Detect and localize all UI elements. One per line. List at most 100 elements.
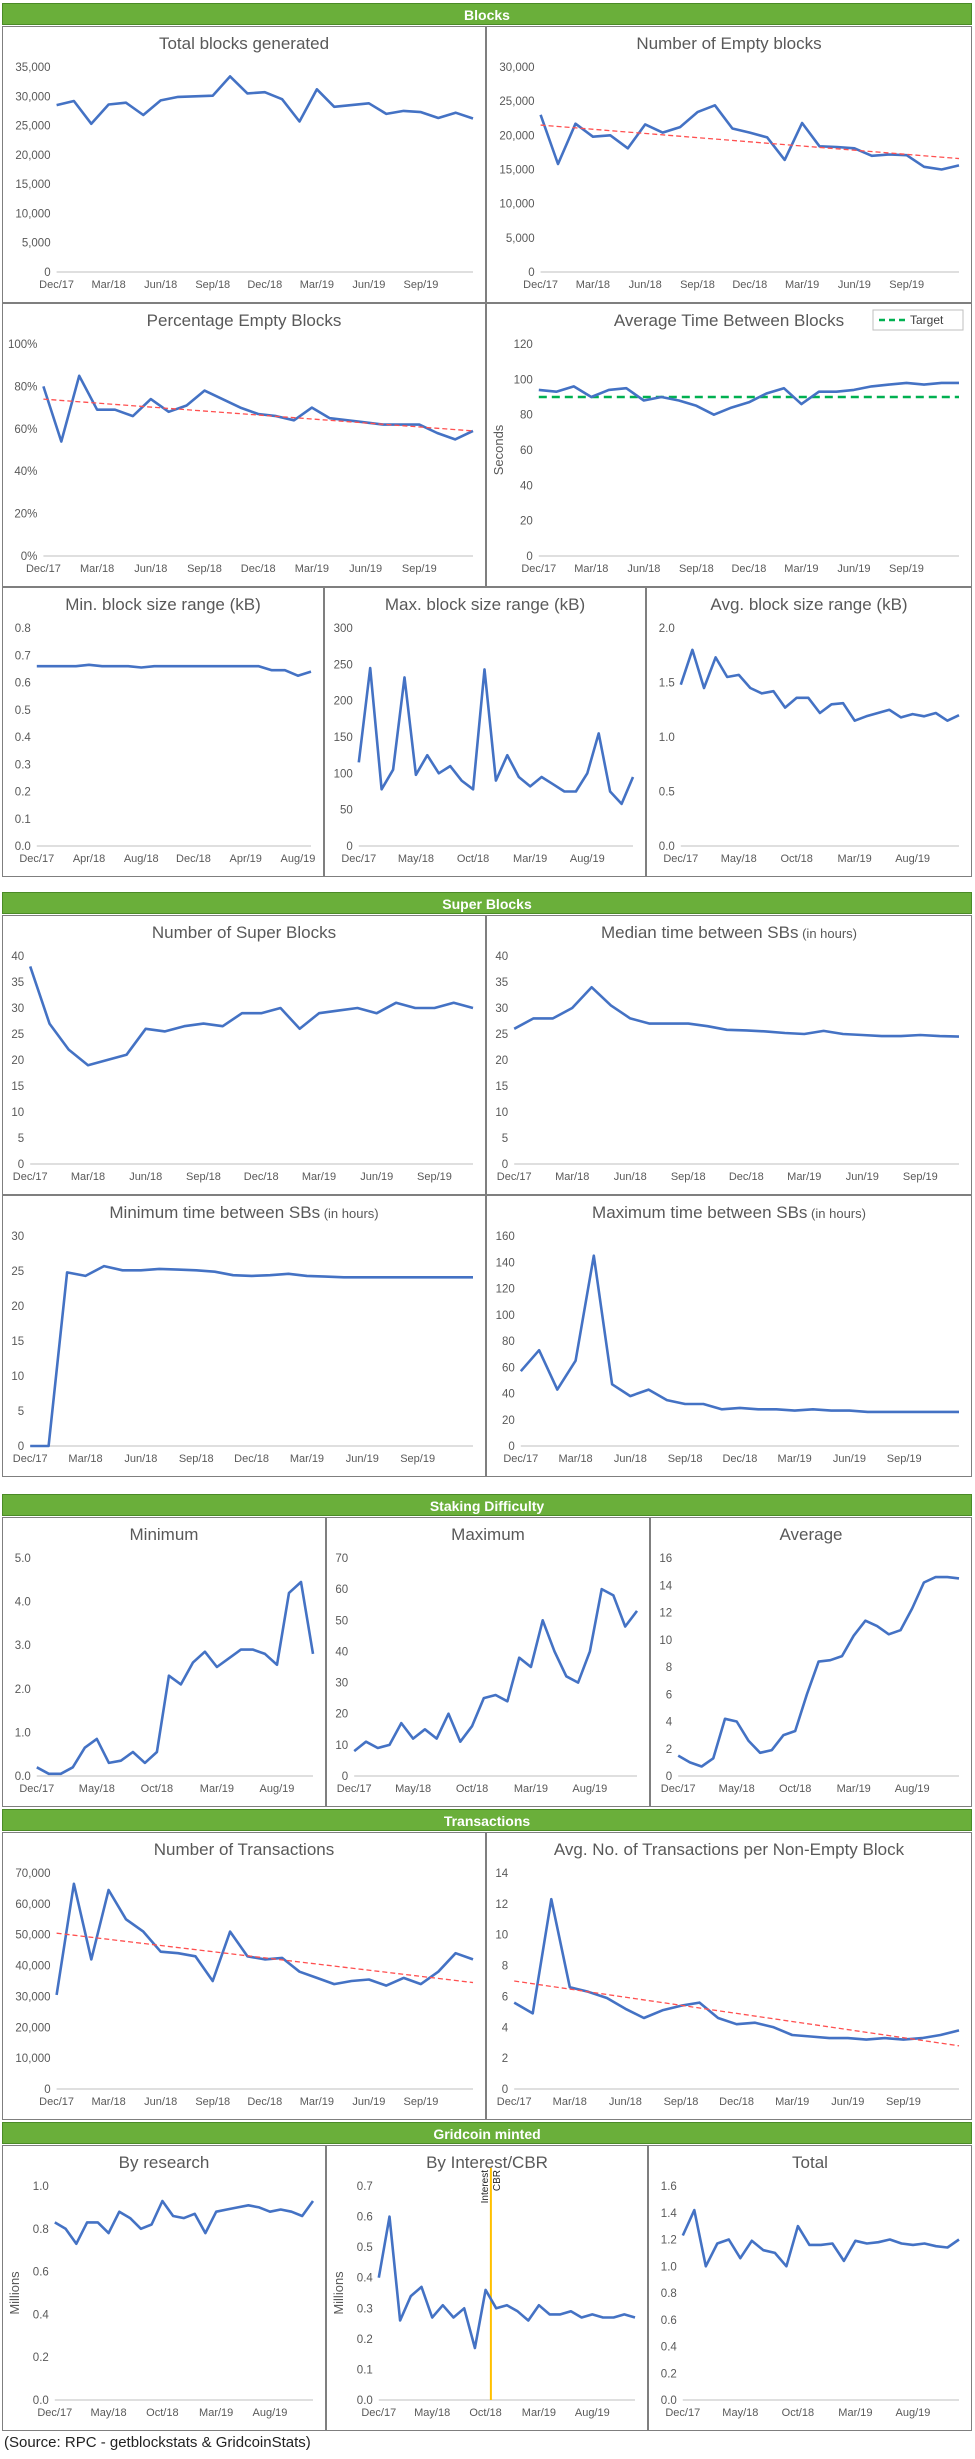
y-tick-label: 14 bbox=[495, 1868, 508, 1880]
y-tick-label: 20,000 bbox=[15, 150, 50, 162]
x-tick-label: Jun/18 bbox=[614, 1453, 647, 1465]
chart-median-sb: Median time between SBs (in hours) 0 5 10 15… bbox=[486, 915, 972, 1195]
chart-svg: Median time between SBs (in hours) 0 5 10 15… bbox=[495, 923, 960, 1183]
y-tick-label: 15,000 bbox=[15, 179, 50, 191]
y-tick-label: 12 bbox=[495, 1899, 508, 1911]
series-line bbox=[513, 985, 960, 1038]
y-tick-label: 0.1 bbox=[15, 814, 31, 826]
x-tick-label: Mar/19 bbox=[300, 2096, 334, 2108]
x-tick-label: Jun/18 bbox=[134, 563, 167, 575]
x-tick-label: Jun/19 bbox=[833, 1453, 866, 1465]
x-tick-label: May/18 bbox=[91, 2407, 127, 2419]
y-tick-label: 0 bbox=[342, 1771, 348, 1783]
x-tick-label: Aug/19 bbox=[570, 853, 605, 865]
y-tick-label: 15 bbox=[11, 1336, 24, 1348]
section-header-staking: Staking Difficulty bbox=[2, 1494, 972, 1516]
y-tick-label: 0.0 bbox=[33, 2395, 49, 2407]
series-line bbox=[679, 648, 960, 722]
y-tick-label: 60 bbox=[502, 1362, 515, 1374]
x-tick-label: Jun/18 bbox=[144, 279, 177, 291]
chart-minted-interest: By Interest/CBR Millions 0.0 0.1 0.2 0.3 0.4 0.… bbox=[326, 2145, 648, 2431]
chart-title: Median time between SBs (in hours) bbox=[601, 923, 857, 942]
x-tick-label: Sep/18 bbox=[680, 279, 715, 291]
y-tick-label: 10 bbox=[11, 1371, 24, 1383]
x-tick-label: Oct/18 bbox=[782, 2407, 814, 2419]
chart-svg: Total blocks generated 0 5,000 10,000 15,000… bbox=[15, 34, 474, 291]
chart-avg-block-size: Avg. block size range (kB) 0.0 0.5 1.0 1.5 2.… bbox=[646, 587, 972, 877]
x-tick-label: Dec/18 bbox=[247, 279, 282, 291]
x-tick-label: Mar/19 bbox=[290, 1453, 324, 1465]
x-tick-label: Mar/18 bbox=[574, 563, 608, 575]
x-tick-label: Sep/19 bbox=[889, 563, 924, 575]
chart-title: Maximum time between SBs (in hours) bbox=[592, 1203, 866, 1222]
x-tick-label: Oct/18 bbox=[456, 1783, 488, 1795]
series-line bbox=[681, 2208, 960, 2268]
y-tick-label: 70,000 bbox=[15, 1868, 50, 1880]
y-tick-label: 60 bbox=[335, 1584, 348, 1596]
x-tick-label: Mar/18 bbox=[68, 1453, 102, 1465]
y-tick-label: 10,000 bbox=[499, 199, 534, 211]
x-tick-label: Mar/18 bbox=[71, 1171, 105, 1183]
x-tick-label: Sep/19 bbox=[402, 563, 437, 575]
y-tick-label: 0.8 bbox=[661, 2288, 677, 2300]
x-tick-label: Sep/18 bbox=[187, 563, 222, 575]
y-axis-label: Millions bbox=[331, 2271, 346, 2315]
y-tick-label: 150 bbox=[334, 732, 353, 744]
x-tick-label: Sep/19 bbox=[404, 279, 439, 291]
x-tick-label: Sep/19 bbox=[889, 279, 924, 291]
x-tick-label: Oct/18 bbox=[779, 1783, 811, 1795]
y-tick-label: 35 bbox=[11, 977, 24, 989]
y-tick-label: 0.2 bbox=[661, 2368, 677, 2380]
chart-title: Minimum bbox=[130, 1525, 199, 1544]
chart-min-sb: Minimum time between SBs (in hours) 0 5 10 1… bbox=[2, 1195, 486, 1477]
y-tick-label: 1.2 bbox=[661, 2235, 677, 2247]
chart-title: By research bbox=[119, 2153, 210, 2172]
y-tick-label: 10 bbox=[495, 1107, 508, 1119]
chart-title: Total blocks generated bbox=[159, 34, 329, 53]
chart-percentage-empty: Percentage Empty Blocks 0% 20% 40% 60% 80% 100… bbox=[2, 303, 486, 587]
x-tick-label: Aug/19 bbox=[895, 853, 930, 865]
chart-staking-average: Average 0 2 4 6 8 10 12 14 16 Dec/17 May/18 Oct/18 Ma… bbox=[650, 1517, 972, 1807]
y-tick-label: 10 bbox=[11, 1107, 24, 1119]
chart-title: Total bbox=[792, 2153, 828, 2172]
series-line bbox=[539, 104, 960, 171]
x-tick-label: Dec/17 bbox=[19, 1783, 54, 1795]
x-tick-label: Dec/17 bbox=[497, 2096, 532, 2108]
y-tick-label: 80% bbox=[14, 381, 37, 393]
x-tick-label: Sep/19 bbox=[903, 1171, 938, 1183]
y-tick-label: 100 bbox=[496, 1310, 515, 1322]
y-tick-label: 3.0 bbox=[15, 1640, 31, 1652]
x-tick-label: Sep/19 bbox=[404, 2096, 439, 2108]
chart-staking-minimum: Minimum 0.0 1.0 2.0 3.0 4.0 5.0 Dec/17 May/18 Oct… bbox=[2, 1517, 326, 1807]
section-header-super-blocks: Super Blocks bbox=[2, 892, 972, 914]
y-tick-label: 60,000 bbox=[15, 1899, 50, 1911]
y-tick-label: 2 bbox=[666, 1744, 672, 1756]
x-tick-label: Jun/19 bbox=[346, 1453, 379, 1465]
x-tick-label: Aug/19 bbox=[253, 2407, 288, 2419]
y-tick-label: 0 bbox=[508, 1441, 514, 1453]
chart-title: Average Time Between Blocks bbox=[614, 311, 844, 330]
chart-svg: Minimum 0.0 1.0 2.0 3.0 4.0 5.0 Dec/17 May/18 Oct… bbox=[15, 1525, 315, 1795]
chart-minted-research: By research Millions 0.0 0.2 0.4 0.6 0.8 1.0 Dec… bbox=[2, 2145, 326, 2431]
chart-staking-maximum: Maximum 0 10 20 30 40 50 60 70 Dec/17 May/18 Oct/18… bbox=[326, 1517, 650, 1807]
y-tick-label: 30,000 bbox=[15, 91, 50, 103]
series-line bbox=[353, 1587, 639, 1753]
x-tick-label: Mar/19 bbox=[778, 1453, 812, 1465]
y-tick-label: 0.4 bbox=[15, 732, 32, 744]
x-tick-label: Mar/19 bbox=[522, 2407, 556, 2419]
x-tick-label: Mar/19 bbox=[838, 853, 872, 865]
x-tick-label: Dec/18 bbox=[731, 563, 766, 575]
y-tick-label: 1.4 bbox=[661, 2208, 678, 2220]
y-tick-label: 0.5 bbox=[15, 705, 31, 717]
x-tick-label: Dec/17 bbox=[26, 563, 61, 575]
x-tick-label: Oct/18 bbox=[146, 2407, 178, 2419]
y-tick-label: 160 bbox=[496, 1231, 515, 1243]
series-line bbox=[28, 965, 474, 1067]
x-tick-label: Jun/19 bbox=[837, 563, 870, 575]
x-tick-label: Dec/18 bbox=[234, 1453, 269, 1465]
y-tick-label: 50 bbox=[340, 805, 353, 817]
x-tick-label: Mar/19 bbox=[838, 2407, 872, 2419]
y-tick-label: 0.4 bbox=[661, 2342, 678, 2354]
x-tick-label: Mar/18 bbox=[92, 2096, 126, 2108]
chart-title: Minimum time between SBs (in hours) bbox=[109, 1203, 378, 1222]
